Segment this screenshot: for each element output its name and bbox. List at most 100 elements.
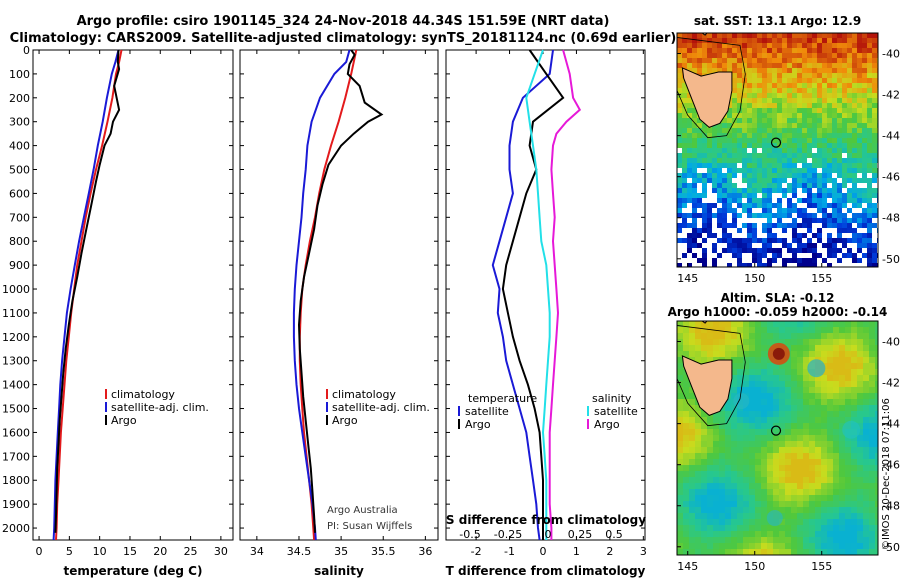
sla-map-subtitle: Argo h1000: -0.059 h2000: -0.14 [668, 305, 888, 319]
depth-tick-label: 1000 [2, 283, 30, 296]
sst-map-xtick-label: 150 [744, 272, 765, 285]
difference-xtick-label: 2 [606, 545, 613, 558]
sst-map-ytick-label: -48 [882, 212, 900, 225]
temperature-frame [32, 49, 234, 541]
temperature-xtick-label: 15 [123, 545, 137, 558]
salinity-frame [239, 49, 439, 541]
cool-eddy [766, 510, 783, 527]
sla-map-xtick-label: 145 [677, 560, 698, 573]
series-salinity-climatology [298, 49, 358, 541]
cool-eddy [842, 420, 861, 439]
sst-map-ytick-label: -50 [882, 253, 900, 266]
sst-map-xtick-label: 145 [677, 272, 698, 285]
sla-map-xtick-label: 155 [811, 560, 832, 573]
panel-salinity: 34 34.5 35 35.5 36 salinity climatologysatelli… [239, 49, 439, 578]
sla-map-ytick-label: -40 [882, 336, 900, 349]
cool-eddy [807, 359, 826, 378]
series-difference-salinity-satellite [525, 49, 551, 540]
panel-temperature: 0100200300400500600700800900100011001200… [2, 44, 234, 578]
argo-position-marker [770, 137, 782, 148]
legend-label: satellite [465, 405, 509, 418]
depth-tick-label: 1400 [2, 379, 30, 392]
series-salinity-argo [297, 49, 384, 533]
depth-tick-label: 500 [9, 164, 30, 177]
legend-label: climatology [111, 388, 175, 401]
legend-label: climatology [332, 388, 396, 401]
depth-tick-label: 1600 [2, 426, 30, 439]
series-salinity-satellite-adj-clim- [292, 49, 351, 541]
temperature-xtick-label: 10 [93, 545, 107, 558]
salinity-diff-tick-label: -0.25 [494, 528, 522, 541]
salinity-diff-tick-label: 0.5 [605, 528, 623, 541]
depth-tick-label: 400 [9, 140, 30, 153]
sla-map-xtick-label: 150 [744, 560, 765, 573]
sla-map-ytick-label: -50 [882, 541, 900, 554]
sla-map-ytick-label: -44 [882, 418, 900, 431]
sla-map-field [677, 321, 878, 555]
depth-tick-label: 1300 [2, 355, 30, 368]
depth-tick-label: 100 [9, 68, 30, 81]
depth-tick-label: 600 [9, 187, 30, 200]
depth-tick-label: 1100 [2, 307, 30, 320]
difference-xtick-label: 3 [640, 545, 647, 558]
depth-tick-label: 1500 [2, 403, 30, 416]
sst-map-title: sat. SST: 13.1 Argo: 12.9 [694, 14, 861, 28]
series-difference-temperature-satellite [491, 49, 554, 541]
depth-tick-label: 2000 [2, 522, 30, 535]
salinity-xlabel: salinity [314, 564, 364, 578]
depth-tick-label: 900 [9, 259, 30, 272]
sla-map-title: Altim. SLA: -0.12 [721, 291, 835, 305]
legend-label: Argo [465, 418, 491, 431]
sst-map-frame [676, 32, 879, 268]
cool-eddy [733, 393, 750, 410]
depth-tick-label: 200 [9, 92, 30, 105]
depth-tick-label: 1200 [2, 331, 30, 344]
difference-xtick-label: 1 [573, 545, 580, 558]
salinity-diff-tick-label: -0.5 [459, 528, 480, 541]
annotation-line: PI: Susan Wijffels [327, 521, 412, 532]
legend-label: satellite-adj. clim. [332, 401, 430, 414]
depth-tick-label: 800 [9, 235, 30, 248]
legend-title-temperature: temperature [468, 392, 537, 405]
salinity-xtick-label: 35.5 [371, 545, 396, 558]
sla-map-ytick-label: -42 [882, 377, 900, 390]
sla-map-ytick-label: -46 [882, 459, 900, 472]
difference-xtick-label: -2 [471, 545, 482, 558]
difference-xlabel: T difference from climatology [446, 564, 646, 578]
sst-map-ytick-label: -44 [882, 130, 900, 143]
salinity-xtick-label: 34 [250, 545, 264, 558]
sst-map-ytick-label: -46 [882, 171, 900, 184]
temperature-xtick-label: 0 [36, 545, 43, 558]
salinity-diff-tick-label: 0.25 [568, 528, 593, 541]
legend-label: Argo [594, 418, 620, 431]
annotation-line: Argo Australia [327, 505, 398, 516]
sst-map-xtick-label: 155 [811, 272, 832, 285]
sla-map-ytick-label: -48 [882, 500, 900, 513]
depth-tick-label: 700 [9, 211, 30, 224]
salinity-diff-tick-label: 0 [545, 528, 552, 541]
temperature-xtick-label: 25 [184, 545, 198, 558]
warm-eddy-core [772, 347, 785, 360]
sst-map-field [677, 33, 878, 267]
temperature-xtick-label: 30 [214, 545, 228, 558]
watermark: ©IMOS 20-Dec-2018 07:11:06 [881, 398, 892, 550]
title-line-2: Climatology: CARS2009. Satellite-adjuste… [10, 31, 677, 46]
legend-label: satellite-adj. clim. [111, 401, 209, 414]
depth-tick-label: 0 [23, 44, 30, 57]
legend-label: Argo [111, 414, 137, 427]
salinity-xtick-label: 36 [418, 545, 432, 558]
salinity-diff-axis-label: S difference from climatology [446, 513, 646, 527]
depth-tick-label: 1800 [2, 474, 30, 487]
map-sst-map: -40 -42 -44 -46 -48 -50 145 150 155 sat. SST: 13.… [676, 14, 900, 285]
argo-position-marker [770, 425, 782, 436]
depth-tick-label: 1900 [2, 498, 30, 511]
difference-xtick-label: 0 [539, 545, 546, 558]
temperature-xtick-label: 20 [153, 545, 167, 558]
temperature-xlabel: temperature (deg C) [64, 564, 203, 578]
tasmania-land [681, 355, 733, 416]
legend-label: Argo [332, 414, 358, 427]
legend-title-salinity: salinity [592, 392, 632, 405]
tasmania-land [681, 67, 733, 128]
series-temperature-argo [54, 49, 121, 533]
